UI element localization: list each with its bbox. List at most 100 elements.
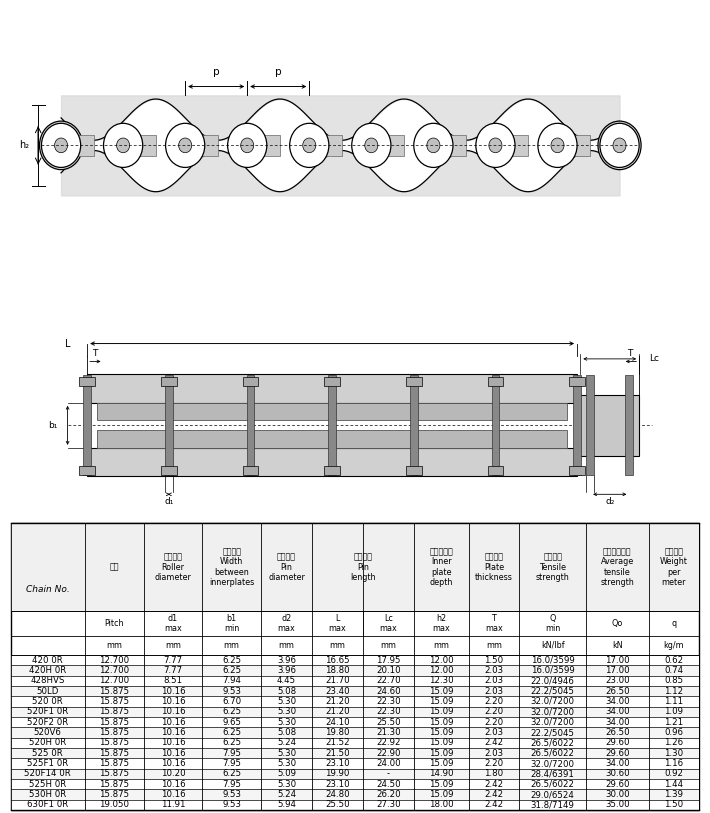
Text: 内链板高度
Inner
plate
depth: 内链板高度 Inner plate depth — [430, 547, 453, 587]
Text: 19.80: 19.80 — [325, 728, 349, 737]
Text: 21.30: 21.30 — [376, 728, 400, 737]
Bar — [11, 728, 699, 737]
Text: 15.09: 15.09 — [429, 718, 454, 727]
Text: 1.30: 1.30 — [665, 749, 684, 758]
Text: 10.16: 10.16 — [160, 749, 185, 758]
Bar — [246, 376, 254, 476]
Text: 22.70: 22.70 — [376, 676, 400, 685]
Text: 2.42: 2.42 — [484, 780, 503, 789]
Text: 2.03: 2.03 — [484, 749, 503, 758]
Text: 8.51: 8.51 — [163, 676, 182, 685]
Text: 30.00: 30.00 — [605, 790, 630, 799]
Text: 32.0/7200: 32.0/7200 — [530, 718, 574, 727]
Text: 2.20: 2.20 — [484, 697, 503, 706]
Circle shape — [538, 124, 577, 167]
Text: 10.20: 10.20 — [160, 769, 185, 778]
Text: 520F2 0R: 520F2 0R — [27, 718, 68, 727]
Bar — [11, 665, 699, 676]
Text: 15.09: 15.09 — [429, 728, 454, 737]
Text: 21.70: 21.70 — [325, 676, 350, 685]
Text: 3.96: 3.96 — [277, 666, 296, 675]
Text: 29.60: 29.60 — [605, 749, 630, 758]
Text: 34.00: 34.00 — [605, 697, 630, 706]
Bar — [11, 779, 699, 789]
Text: 平均抗拉强度
Average
tensile
strength: 平均抗拉强度 Average tensile strength — [601, 547, 634, 587]
Text: 5.08: 5.08 — [277, 687, 296, 696]
Text: 5.30: 5.30 — [277, 780, 296, 789]
Circle shape — [414, 124, 453, 167]
Text: 0.74: 0.74 — [665, 666, 684, 675]
Text: 17.00: 17.00 — [605, 655, 630, 664]
Text: 6.25: 6.25 — [222, 728, 241, 737]
Text: 15.09: 15.09 — [429, 790, 454, 799]
Text: 7.77: 7.77 — [163, 666, 182, 675]
Bar — [11, 748, 699, 759]
Text: 5.24: 5.24 — [277, 738, 296, 747]
Text: p: p — [213, 67, 219, 77]
Text: q: q — [672, 619, 677, 628]
Text: T: T — [628, 350, 633, 359]
Text: 1.09: 1.09 — [665, 707, 684, 716]
Text: 520F14 0R: 520F14 0R — [24, 769, 71, 778]
Text: kg/m: kg/m — [664, 641, 684, 650]
Bar — [494, 135, 528, 155]
Text: 15.09: 15.09 — [429, 738, 454, 747]
Text: 6.25: 6.25 — [222, 738, 241, 747]
Text: 25.50: 25.50 — [376, 718, 400, 727]
Text: 530H 0R: 530H 0R — [29, 790, 67, 799]
Text: 5.30: 5.30 — [277, 707, 296, 716]
Text: 15.875: 15.875 — [99, 728, 129, 737]
Text: 2.20: 2.20 — [484, 759, 503, 768]
Bar — [626, 376, 633, 476]
Bar — [491, 376, 499, 476]
Circle shape — [427, 138, 440, 153]
Bar — [406, 466, 422, 476]
Circle shape — [55, 138, 67, 153]
Circle shape — [613, 138, 626, 153]
Text: 28.4/6391: 28.4/6391 — [530, 769, 574, 778]
Text: d2
max: d2 max — [278, 614, 295, 633]
Text: 10.16: 10.16 — [160, 790, 185, 799]
Text: d₂: d₂ — [605, 497, 614, 506]
Text: 15.875: 15.875 — [99, 697, 129, 706]
Text: -: - — [387, 769, 390, 778]
Text: 1.26: 1.26 — [665, 738, 684, 747]
Text: 6.25: 6.25 — [222, 707, 241, 716]
Text: 6.70: 6.70 — [222, 697, 241, 706]
Circle shape — [551, 138, 564, 153]
Text: 10.16: 10.16 — [160, 759, 185, 768]
Text: 1.44: 1.44 — [665, 780, 684, 789]
Text: 滚子直径
Roller
diameter: 滚子直径 Roller diameter — [155, 552, 192, 582]
Text: 24.80: 24.80 — [325, 790, 350, 799]
Text: mm: mm — [224, 641, 240, 650]
Bar — [488, 377, 503, 386]
Bar — [569, 466, 585, 476]
Text: 22.92: 22.92 — [376, 738, 400, 747]
Bar — [161, 466, 177, 476]
Text: 2.20: 2.20 — [484, 707, 503, 716]
Text: Pitch: Pitch — [104, 619, 124, 628]
Bar — [11, 696, 699, 706]
Text: 520F1 0R: 520F1 0R — [27, 707, 68, 716]
Text: 18.80: 18.80 — [325, 666, 350, 675]
Text: 525 0R: 525 0R — [33, 749, 63, 758]
Text: 10.16: 10.16 — [160, 780, 185, 789]
Text: 7.95: 7.95 — [222, 780, 241, 789]
Text: 20.10: 20.10 — [376, 666, 400, 675]
Text: T: T — [92, 350, 98, 359]
Bar — [87, 374, 577, 402]
Bar — [11, 759, 699, 769]
Text: 10.16: 10.16 — [160, 697, 185, 706]
Text: 1.12: 1.12 — [665, 687, 684, 696]
Text: d₁: d₁ — [164, 497, 173, 506]
Bar — [97, 402, 567, 420]
Text: 31.8/7149: 31.8/7149 — [530, 801, 574, 810]
Circle shape — [228, 124, 267, 167]
Text: 9.53: 9.53 — [222, 687, 241, 696]
Bar — [97, 430, 567, 448]
Text: mm: mm — [278, 641, 295, 650]
Text: 50LD: 50LD — [37, 687, 59, 696]
Text: 32.0/7200: 32.0/7200 — [530, 707, 574, 716]
Text: 15.875: 15.875 — [99, 738, 129, 747]
Text: 22.30: 22.30 — [376, 697, 400, 706]
